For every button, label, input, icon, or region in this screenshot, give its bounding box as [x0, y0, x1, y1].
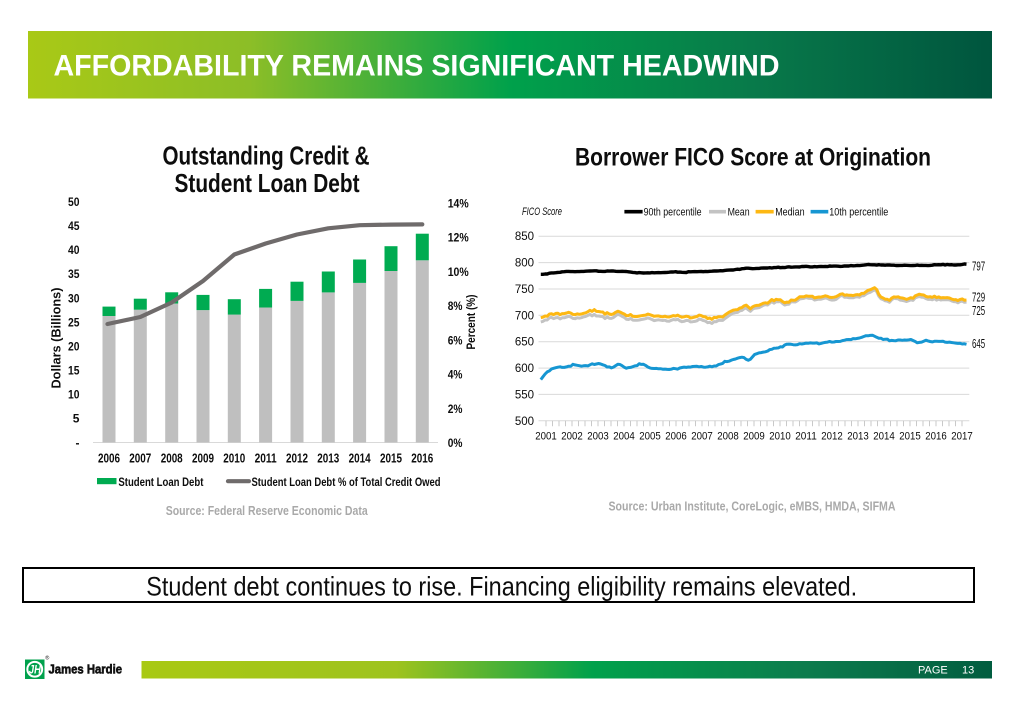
- svg-text:Student Loan Debt % of Total C: Student Loan Debt % of Total Credit Owed: [252, 477, 441, 489]
- svg-text:PAGE: PAGE: [918, 665, 948, 677]
- svg-text:30: 30: [68, 291, 80, 305]
- svg-text:2010: 2010: [769, 431, 791, 443]
- svg-text:2012: 2012: [821, 431, 843, 443]
- svg-text:2001: 2001: [535, 431, 557, 443]
- svg-text:Source: Urban Institute, CoreL: Source: Urban Institute, CoreLogic, eMBS…: [609, 500, 896, 514]
- svg-text:10: 10: [68, 388, 80, 402]
- svg-text:-: -: [76, 436, 80, 450]
- svg-text:12%: 12%: [448, 231, 469, 245]
- svg-text:0%: 0%: [448, 436, 463, 450]
- svg-text:Source: Federal Reserve Econom: Source: Federal Reserve Economic Data: [166, 504, 369, 518]
- svg-text:Percent (%): Percent (%): [464, 295, 478, 350]
- svg-text:10th percentile: 10th percentile: [829, 207, 888, 219]
- svg-text:2003: 2003: [587, 431, 609, 443]
- svg-text:2%: 2%: [448, 402, 463, 416]
- svg-text:James Hardie: James Hardie: [49, 661, 123, 676]
- svg-text:Outstanding Credit &: Outstanding Credit &: [163, 141, 370, 171]
- svg-text:2013: 2013: [317, 452, 339, 466]
- svg-text:550: 550: [515, 389, 534, 401]
- svg-text:JH: JH: [29, 664, 42, 676]
- svg-text:2004: 2004: [613, 431, 635, 443]
- svg-text:35: 35: [68, 267, 80, 281]
- svg-text:FICO Score: FICO Score: [522, 206, 562, 218]
- svg-text:2010: 2010: [223, 452, 245, 466]
- svg-text:729: 729: [972, 289, 985, 304]
- svg-text:2006: 2006: [665, 431, 687, 443]
- svg-text:700: 700: [515, 310, 534, 322]
- svg-text:2015: 2015: [899, 431, 921, 443]
- svg-text:14%: 14%: [448, 196, 469, 210]
- svg-text:®: ®: [45, 655, 49, 662]
- svg-text:5: 5: [73, 412, 80, 426]
- svg-text:797: 797: [972, 258, 985, 273]
- svg-text:600: 600: [515, 363, 534, 375]
- svg-text:2008: 2008: [717, 431, 739, 443]
- svg-text:2014: 2014: [873, 431, 895, 443]
- svg-text:20: 20: [68, 339, 80, 353]
- svg-text:15: 15: [68, 364, 80, 378]
- svg-text:750: 750: [515, 284, 534, 296]
- svg-text:2015: 2015: [380, 452, 402, 466]
- svg-text:2005: 2005: [639, 431, 661, 443]
- svg-text:45: 45: [68, 219, 80, 233]
- svg-text:40: 40: [68, 243, 80, 257]
- svg-text:Student debt continues to rise: Student debt continues to rise. Financin…: [146, 572, 857, 602]
- svg-text:4%: 4%: [448, 368, 463, 382]
- svg-text:2006: 2006: [98, 452, 120, 466]
- svg-text:10%: 10%: [448, 265, 469, 279]
- svg-text:2014: 2014: [349, 452, 371, 466]
- svg-text:13: 13: [962, 665, 974, 677]
- svg-text:2016: 2016: [411, 452, 433, 466]
- svg-text:2011: 2011: [795, 431, 817, 443]
- svg-text:Dollars (Billions): Dollars (Billions): [50, 288, 64, 389]
- svg-text:2017: 2017: [951, 431, 973, 443]
- svg-text:645: 645: [972, 336, 985, 351]
- svg-text:2009: 2009: [192, 452, 214, 466]
- svg-text:90th percentile: 90th percentile: [644, 207, 702, 219]
- svg-text:25: 25: [68, 315, 80, 329]
- svg-text:2011: 2011: [255, 452, 277, 466]
- svg-text:725: 725: [972, 303, 985, 318]
- svg-text:2007: 2007: [691, 431, 713, 443]
- svg-text:800: 800: [515, 258, 534, 270]
- svg-text:2002: 2002: [561, 431, 583, 443]
- svg-text:Student Loan Debt: Student Loan Debt: [118, 477, 203, 489]
- svg-text:6%: 6%: [448, 333, 463, 347]
- svg-text:Student Loan Debt: Student Loan Debt: [175, 168, 360, 198]
- svg-text:2013: 2013: [847, 431, 869, 443]
- svg-text:50: 50: [68, 195, 80, 209]
- svg-text:2007: 2007: [129, 452, 151, 466]
- svg-text:Borrower FICO Score at Origina: Borrower FICO Score at Origination: [575, 144, 931, 172]
- svg-text:8%: 8%: [448, 299, 463, 313]
- svg-text:Median: Median: [775, 207, 805, 219]
- svg-text:500: 500: [515, 416, 534, 428]
- svg-text:Mean: Mean: [728, 207, 750, 219]
- svg-text:850: 850: [515, 231, 534, 243]
- svg-text:650: 650: [515, 337, 534, 349]
- svg-text:2012: 2012: [286, 452, 308, 466]
- svg-text:2016: 2016: [925, 431, 947, 443]
- svg-text:AFFORDABILITY REMAINS SIGNIFIC: AFFORDABILITY REMAINS SIGNIFICANT HEADWI…: [54, 50, 780, 83]
- svg-text:2009: 2009: [743, 431, 765, 443]
- svg-text:2008: 2008: [161, 452, 183, 466]
